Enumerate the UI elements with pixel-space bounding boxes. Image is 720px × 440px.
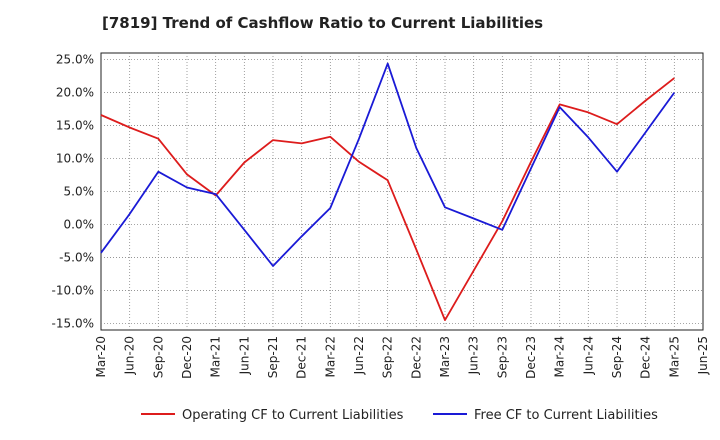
x-tick-label: Sep-22 <box>381 336 395 378</box>
legend-label: Free CF to Current Liabilities <box>474 408 658 423</box>
x-tick-label: Sep-24 <box>610 336 624 378</box>
x-tick-label: Sep-21 <box>266 336 280 378</box>
y-tick-label: 5.0% <box>64 185 95 199</box>
x-tick-label: Sep-23 <box>495 336 509 378</box>
y-tick-label: 25.0% <box>56 53 94 67</box>
x-tick-label: Mar-24 <box>553 336 567 377</box>
x-axis: Mar-20 Jun-20 Sep-20 Dec-20 Mar-21 Jun-21 Sep-… <box>94 336 710 379</box>
x-tick-label: Jun-24 <box>581 336 595 375</box>
x-tick-label: Dec-22 <box>409 336 423 379</box>
x-tick-label: Mar-21 <box>209 336 223 377</box>
y-tick-label: 0.0% <box>64 217 95 231</box>
x-tick-label: Dec-23 <box>524 336 538 379</box>
legend-label: Operating CF to Current Liabilities <box>182 408 404 423</box>
x-tick-label: Jun-23 <box>467 336 481 375</box>
legend: Operating CF to Current Liabilities Free … <box>141 408 658 423</box>
y-tick-label: 20.0% <box>56 86 94 100</box>
y-tick-label: -15.0% <box>52 316 94 330</box>
x-tick-label: Jun-21 <box>237 336 251 375</box>
series-line-free-cf <box>100 62 676 267</box>
x-tick-label: Mar-22 <box>323 336 337 377</box>
x-tick-label: Dec-24 <box>639 336 653 379</box>
y-tick-label: -5.0% <box>59 250 94 264</box>
x-tick-label: Mar-25 <box>667 336 681 377</box>
y-tick-label: 10.0% <box>56 152 94 166</box>
x-tick-label: Mar-20 <box>94 336 108 377</box>
grid-lines <box>101 53 703 330</box>
x-tick-label: Mar-23 <box>438 336 452 377</box>
y-axis: 25.0% 20.0% 15.0% 10.0% 5.0% 0.0% -5.0% -10.0% -… <box>52 53 94 331</box>
x-tick-label: Jun-25 <box>696 336 710 375</box>
x-tick-label: Dec-20 <box>180 336 194 379</box>
x-tick-label: Sep-20 <box>151 336 165 378</box>
x-tick-label: Jun-22 <box>352 336 366 375</box>
y-tick-label: 15.0% <box>56 119 94 133</box>
y-tick-label: -10.0% <box>52 283 94 297</box>
x-tick-label: Jun-20 <box>123 336 137 375</box>
series-line-operating-cf <box>100 77 675 322</box>
x-tick-label: Dec-21 <box>295 336 309 379</box>
chart-title: [7819] Trend of Cashflow Ratio to Curren… <box>102 14 544 32</box>
series-lines <box>100 62 676 322</box>
